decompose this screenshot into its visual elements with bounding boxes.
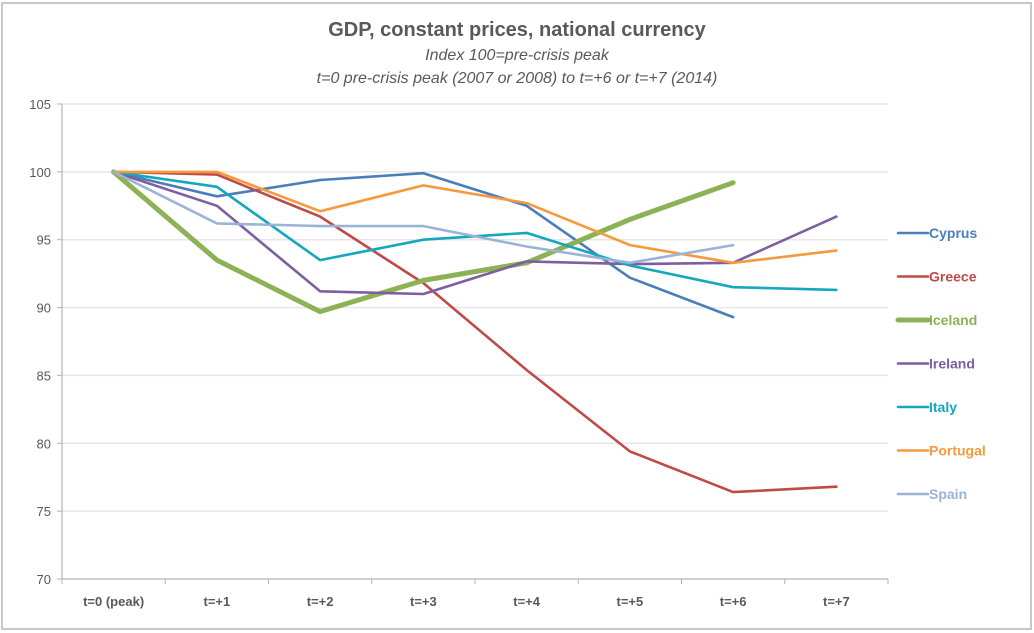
y-tick-label: 95 bbox=[37, 233, 51, 248]
axes: 70 75 80 85 90 95 100 105 t=0 (peak) t=+1 t=+2 t=+3… bbox=[29, 97, 889, 609]
legend-item-italy: Italy bbox=[896, 399, 957, 415]
series-line-greece bbox=[112, 170, 838, 494]
legend-label: Italy bbox=[929, 399, 957, 415]
legend-item-greece: Greece bbox=[896, 269, 977, 285]
y-tick-label: 70 bbox=[37, 572, 51, 587]
legend-label: Portugal bbox=[929, 443, 986, 459]
x-tick-label: t=+3 bbox=[410, 594, 437, 609]
series-line-spain bbox=[112, 170, 735, 265]
legend-label: Greece bbox=[929, 269, 977, 285]
legend-label: Spain bbox=[929, 486, 967, 502]
x-tick-label: t=+2 bbox=[307, 594, 334, 609]
legend-item-iceland: Iceland bbox=[895, 312, 977, 328]
legend-item-spain: Spain bbox=[896, 486, 967, 502]
x-tick-label: t=+7 bbox=[823, 594, 850, 609]
y-tick-label: 90 bbox=[37, 301, 51, 316]
series-line-cyprus bbox=[112, 170, 735, 319]
legend-label: Ireland bbox=[929, 356, 975, 372]
x-tick-label: t=+6 bbox=[720, 594, 747, 609]
legend: Cyprus Greece Iceland Ireland Italy Portugal S… bbox=[895, 225, 986, 502]
y-tick-label: 85 bbox=[37, 368, 51, 383]
chart-title: GDP, constant prices, national currency bbox=[328, 19, 706, 41]
legend-label: Cyprus bbox=[929, 225, 977, 241]
x-tick-label: t=0 (peak) bbox=[83, 594, 144, 609]
y-tick-label: 100 bbox=[29, 165, 51, 180]
series-line-iceland bbox=[111, 169, 736, 315]
legend-item-ireland: Ireland bbox=[896, 356, 975, 372]
series-line-ireland bbox=[112, 170, 838, 296]
x-tick-label: t=+4 bbox=[513, 594, 541, 609]
legend-item-cyprus: Cyprus bbox=[896, 225, 977, 241]
series-line-portugal bbox=[112, 170, 838, 265]
y-tick-label: 80 bbox=[37, 436, 51, 451]
chart-subtitle-2: t=0 pre-crisis peak (2007 or 2008) to t=… bbox=[316, 70, 718, 87]
chart-subtitle: Index 100=pre-crisis peak bbox=[425, 47, 609, 64]
legend-label: Iceland bbox=[929, 312, 977, 328]
gridlines bbox=[62, 103, 888, 512]
legend-item-portugal: Portugal bbox=[896, 443, 986, 459]
x-tick-label: t=+5 bbox=[617, 594, 644, 609]
y-tick-label: 75 bbox=[37, 504, 51, 519]
y-tick-label: 105 bbox=[29, 97, 51, 112]
series-lines bbox=[111, 169, 838, 494]
x-tick-label: t=+1 bbox=[204, 594, 231, 609]
